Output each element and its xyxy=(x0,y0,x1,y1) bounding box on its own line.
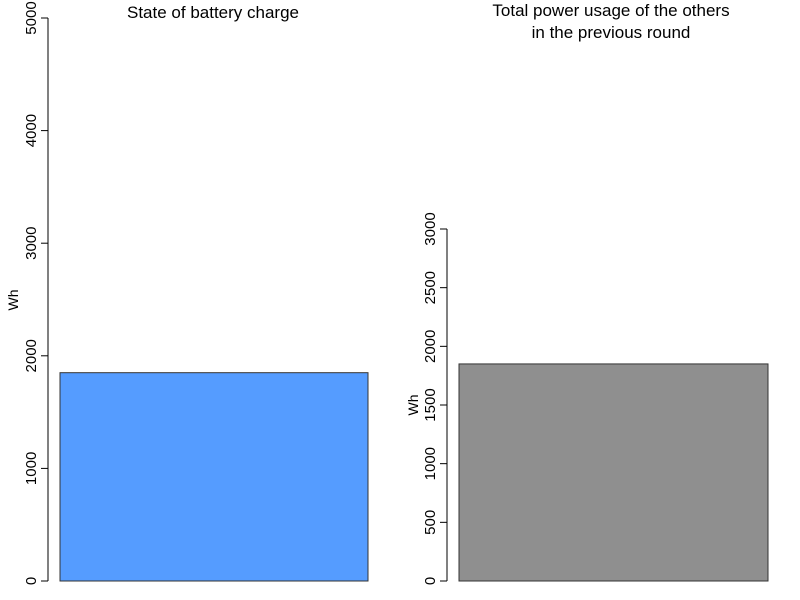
y-tick-label: 2500 xyxy=(422,271,439,304)
y-tick-label: 3000 xyxy=(23,227,40,260)
y-axis-label: Wh xyxy=(5,290,21,311)
others-power-usage-chart: Total power usage of the others in the pr… xyxy=(405,1,769,585)
y-tick-label: 2000 xyxy=(23,339,40,372)
chart-title-line: in the previous round xyxy=(532,23,691,42)
battery-charge-chart: State of battery charge 0 1000 2000 3000 4000… xyxy=(5,1,369,585)
y-axis-label: Wh xyxy=(405,395,421,416)
y-tick-label: 1000 xyxy=(23,452,40,485)
y-tick-label: 3000 xyxy=(422,212,439,245)
chart-title-line: Total power usage of the others xyxy=(492,1,729,20)
chart-title-line: State of battery charge xyxy=(127,3,299,22)
y-tick-label: 0 xyxy=(422,577,439,585)
y-tick-label: 1500 xyxy=(422,388,439,421)
bar xyxy=(59,372,369,582)
y-tick-label: 500 xyxy=(422,510,439,535)
bar xyxy=(458,363,769,582)
y-tick-label: 5000 xyxy=(23,1,40,34)
y-tick-label: 1000 xyxy=(422,447,439,480)
y-tick-label: 4000 xyxy=(23,114,40,147)
y-tick-label: 2000 xyxy=(422,330,439,363)
y-tick-label: 0 xyxy=(23,577,40,585)
